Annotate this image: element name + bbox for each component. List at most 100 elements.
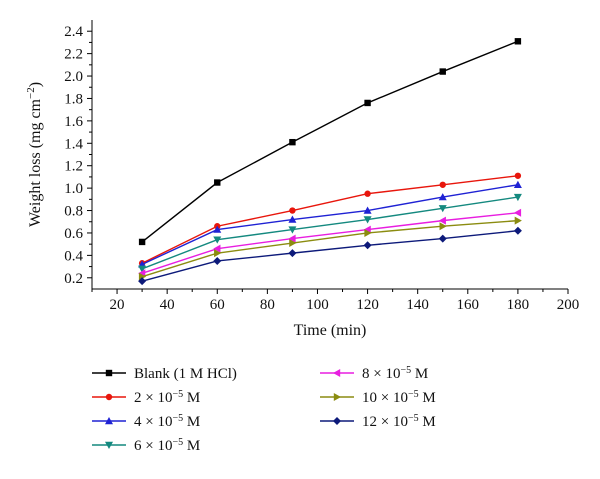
data-point bbox=[439, 222, 447, 231]
legend-label-main: Blank (1 M HCl) bbox=[134, 366, 237, 382]
data-point bbox=[364, 99, 371, 107]
legend-label-exponent: −5 bbox=[172, 437, 183, 448]
legend-label: 2 × 10−5 M bbox=[134, 389, 200, 407]
data-point bbox=[289, 207, 296, 214]
data-point bbox=[513, 208, 522, 217]
data-point bbox=[105, 417, 113, 425]
legend-label-exponent: −5 bbox=[172, 413, 183, 424]
data-point bbox=[364, 190, 371, 197]
data-point bbox=[213, 225, 222, 233]
x-tick-label: 140 bbox=[406, 297, 429, 313]
x-axis-title: Time (min) bbox=[294, 322, 367, 339]
x-tick-label: 20 bbox=[110, 297, 125, 313]
data-point bbox=[363, 206, 372, 214]
data-point bbox=[105, 441, 113, 449]
legend-label-main: 4 × 10 bbox=[134, 414, 172, 430]
legend-label-exponent: −5 bbox=[400, 365, 411, 376]
y-axis-title-main: Weight loss (mg cm bbox=[27, 98, 44, 227]
series-3 bbox=[138, 193, 522, 273]
series-line bbox=[141, 230, 518, 282]
data-point bbox=[514, 216, 522, 225]
data-point bbox=[288, 215, 297, 223]
data-point bbox=[438, 205, 447, 213]
y-axis-ticks: 0.2 0.4 0.6 0.8 1.0 1.2 1.4 1.6 1.8 2.0 2.2 2.4 bbox=[64, 24, 92, 287]
data-point bbox=[105, 393, 113, 401]
legend-label-unit: M bbox=[183, 390, 200, 406]
legend-label-unit: M bbox=[411, 366, 428, 382]
legend-label-exponent: −5 bbox=[172, 389, 183, 400]
data-point bbox=[439, 68, 446, 75]
legend-label-unit: M bbox=[419, 414, 436, 430]
legend-label: 10 × 10−5 M bbox=[362, 389, 436, 407]
legend-item-1: 2 × 10−5 M bbox=[92, 389, 200, 407]
data-point bbox=[289, 138, 296, 146]
data-point bbox=[363, 241, 372, 250]
x-tick-label: 40 bbox=[160, 297, 175, 313]
x-tick-label: 100 bbox=[306, 297, 329, 313]
legend-label: 8 × 10−5 M bbox=[362, 365, 428, 383]
legend-label: 6 × 10−5 M bbox=[134, 437, 200, 455]
data-point bbox=[514, 172, 522, 179]
legend-label: 12 × 10−5 M bbox=[362, 413, 436, 431]
data-point bbox=[438, 234, 447, 243]
x-tick-label: 80 bbox=[260, 297, 275, 313]
series-layer bbox=[138, 38, 522, 286]
data-point bbox=[514, 38, 522, 45]
data-point bbox=[513, 193, 522, 202]
legend: Blank (1 M HCl)2 × 10−5 M4 × 10−5 M6 × 1… bbox=[92, 365, 436, 455]
data-point bbox=[438, 216, 446, 225]
data-point bbox=[364, 228, 372, 237]
y-tick-label: 1.0 bbox=[64, 181, 83, 197]
series-line bbox=[141, 40, 519, 243]
y-axis-title: Weight loss (mg cm−2) bbox=[25, 82, 44, 227]
legend-label-main: 12 × 10 bbox=[362, 414, 408, 430]
legend-label-main: 8 × 10 bbox=[362, 366, 400, 382]
data-point bbox=[213, 244, 221, 253]
data-point bbox=[213, 236, 222, 244]
x-tick-label: 180 bbox=[507, 297, 530, 313]
data-point bbox=[333, 417, 341, 425]
data-point bbox=[513, 226, 522, 235]
x-tick-label: 60 bbox=[210, 297, 225, 313]
data-point bbox=[289, 239, 297, 248]
y-tick-label: 2.2 bbox=[64, 47, 83, 63]
legend-label: 4 × 10−5 M bbox=[134, 413, 200, 431]
legend-label-main: 6 × 10 bbox=[134, 438, 172, 454]
series-0 bbox=[138, 38, 522, 246]
legend-label-unit: M bbox=[183, 438, 200, 454]
legend-label-main: 2 × 10 bbox=[134, 390, 172, 406]
data-point bbox=[513, 180, 522, 188]
x-tick-label: 200 bbox=[557, 297, 580, 313]
y-tick-label: 1.2 bbox=[64, 159, 83, 175]
y-tick-label: 1.6 bbox=[64, 114, 83, 130]
legend-label-main: 10 × 10 bbox=[362, 390, 408, 406]
data-point bbox=[288, 249, 297, 258]
x-axis-ticks: 20 40 60 80 100 120 140 160 180 200 bbox=[91, 289, 580, 313]
series-line bbox=[141, 196, 518, 270]
series-line bbox=[141, 175, 518, 264]
x-tick-label: 120 bbox=[356, 297, 379, 313]
legend-item-3: 6 × 10−5 M bbox=[92, 437, 200, 455]
legend-label: Blank (1 M HCl) bbox=[134, 366, 237, 382]
legend-item-4: 8 × 10−5 M bbox=[320, 365, 428, 383]
y-axis-title-close: ) bbox=[27, 82, 44, 87]
legend-label-exponent: −5 bbox=[408, 389, 419, 400]
legend-item-0: Blank (1 M HCl) bbox=[92, 366, 237, 382]
data-point bbox=[439, 181, 446, 188]
legend-item-2: 4 × 10−5 M bbox=[92, 413, 200, 431]
series-line bbox=[141, 219, 518, 278]
legend-label-unit: M bbox=[419, 390, 436, 406]
series-1 bbox=[138, 172, 522, 267]
y-tick-label: 1.8 bbox=[64, 91, 83, 107]
data-point bbox=[138, 265, 147, 273]
data-point bbox=[438, 193, 447, 201]
data-point bbox=[333, 369, 341, 377]
data-point bbox=[363, 216, 372, 224]
series-line bbox=[141, 184, 519, 265]
legend-label-unit: M bbox=[183, 414, 200, 430]
data-point bbox=[333, 393, 341, 401]
legend-item-6: 12 × 10−5 M bbox=[320, 413, 436, 431]
y-tick-label: 0.4 bbox=[64, 248, 83, 264]
data-point bbox=[105, 369, 113, 377]
data-point bbox=[214, 179, 221, 186]
